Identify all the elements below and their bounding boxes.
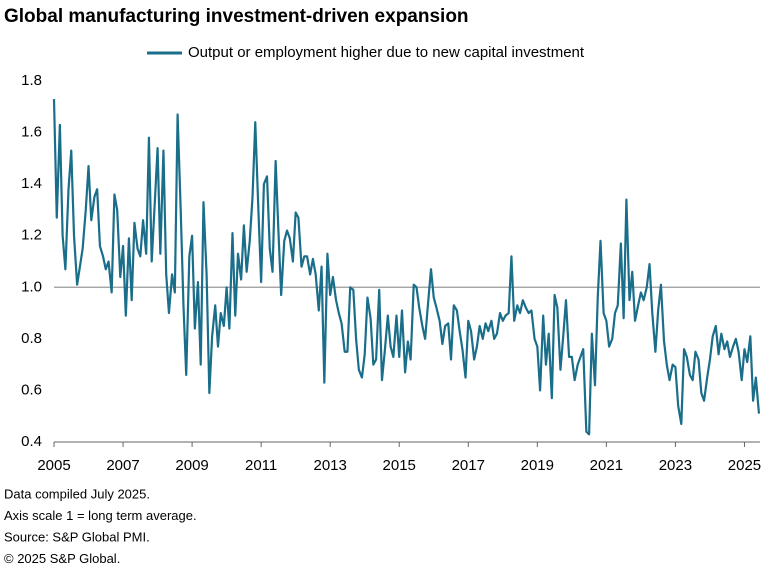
x-tick-label: 2013 [313, 457, 346, 474]
chart-title: Global manufacturing investment-driven e… [4, 6, 469, 27]
y-tick-label: 0.4 [21, 433, 42, 450]
footnote: © 2025 S&P Global. [4, 551, 120, 566]
series-line [52, 99, 761, 436]
x-tick-label: 2015 [383, 457, 416, 474]
x-tick-label: 2019 [521, 457, 554, 474]
y-tick-label: 1.6 [21, 124, 42, 141]
x-tick-label: 2005 [37, 457, 70, 474]
y-tick-label: 0.6 [21, 381, 42, 398]
y-tick-label: 1.4 [21, 175, 42, 192]
x-tick-label: 2023 [659, 457, 692, 474]
y-tick-label: 1.0 [21, 278, 42, 295]
footnote: Axis scale 1 = long term average. [4, 508, 197, 523]
x-tick-label: 2025 [728, 457, 761, 474]
y-tick-label: 1.2 [21, 227, 42, 244]
y-tick-label: 0.8 [21, 330, 42, 347]
footnote: Source: S&P Global PMI. [4, 529, 150, 544]
x-tick-label: 2009 [175, 457, 208, 474]
x-tick-label: 2021 [590, 457, 623, 474]
x-tick-label: 2007 [106, 457, 139, 474]
footnote: Data compiled July 2025. [4, 486, 150, 501]
x-tick-label: 2011 [245, 457, 277, 474]
x-tick-label: 2017 [452, 457, 485, 474]
legend-label: Output or employment higher due to new c… [188, 44, 585, 61]
y-tick-label: 1.8 [21, 72, 42, 89]
